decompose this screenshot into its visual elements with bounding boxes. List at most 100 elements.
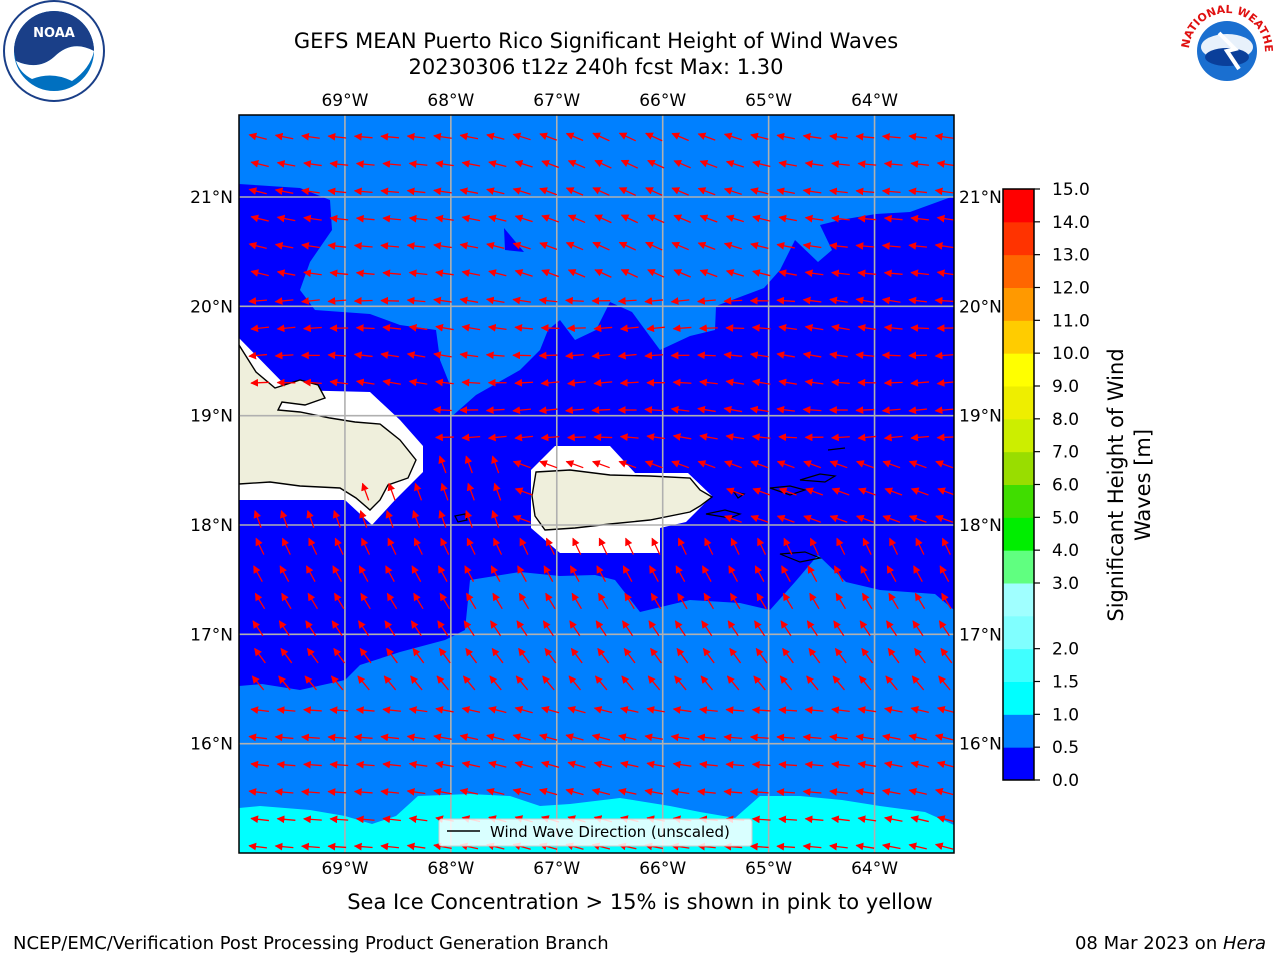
wave-direction-arrow (567, 433, 586, 442)
wave-direction-arrow (512, 187, 531, 195)
virgin-islands (454, 447, 846, 563)
wave-direction-arrow (332, 565, 343, 583)
wave-direction-arrow (435, 214, 454, 223)
wave-direction-arrow (619, 378, 639, 387)
wave-direction-arrow (836, 537, 846, 555)
wave-direction-arrow (699, 706, 718, 714)
wave-direction-arrow (334, 537, 344, 555)
wave-direction-arrow (541, 214, 560, 223)
wave-direction-arrow (671, 460, 690, 469)
wave-direction-arrow (380, 187, 400, 196)
wave-direction-arrow (565, 787, 584, 796)
wave-direction-arrow (804, 214, 824, 223)
wave-direction-arrow (248, 132, 267, 141)
wave-direction-arrow (406, 842, 426, 851)
wave-direction-arrow (697, 351, 716, 360)
wave-direction-arrow (461, 433, 481, 442)
colorbar-label: 11.0 (1052, 311, 1090, 331)
wave-direction-arrow (512, 296, 531, 305)
wave-direction-arrow (301, 733, 320, 742)
wave-direction-arrow (459, 787, 479, 796)
wave-direction-arrow (308, 537, 318, 555)
wave-direction-arrow (934, 787, 954, 796)
wave-direction-arrow (248, 788, 268, 796)
wave-direction-arrow (778, 706, 798, 715)
wave-direction-arrow (387, 482, 396, 501)
wave-direction-arrow (804, 160, 824, 168)
colorbar-title-line2: Waves [m] (1131, 429, 1155, 541)
wave-direction-arrow (459, 296, 479, 305)
lon-label-bottom: 66°W (639, 859, 686, 879)
wave-direction-arrow (646, 760, 665, 769)
wave-direction-arrow (937, 487, 954, 496)
wave-direction-arrow (855, 187, 875, 196)
wave-direction-arrow (353, 132, 373, 141)
wave-direction-arrow (512, 787, 531, 796)
wave-direction-arrow (857, 323, 877, 332)
lon-label-bottom: 69°W (321, 859, 368, 879)
wave-direction-arrow (386, 592, 398, 610)
wave-direction-arrow (671, 187, 689, 196)
wave-direction-arrow (411, 565, 422, 583)
wave-direction-arrow (941, 592, 952, 610)
wave-direction-arrow (910, 160, 930, 168)
wave-direction-arrow (518, 647, 530, 664)
wave-direction-arrow (514, 214, 533, 223)
wave-direction-arrow (329, 214, 349, 223)
wave-direction-arrow (673, 214, 691, 223)
wave-direction-arrow (382, 706, 402, 714)
wave-direction-arrow (935, 514, 954, 523)
wave-direction-arrow (673, 159, 691, 169)
wave-direction-arrow (671, 241, 689, 251)
wave-direction-arrow (729, 592, 741, 610)
wave-direction-arrow (750, 460, 769, 469)
wave-direction-arrow (859, 620, 871, 637)
wave-direction-arrow (677, 537, 687, 555)
wave-direction-arrow (412, 510, 421, 528)
wave-direction-arrow (593, 378, 613, 387)
lat-label-left: 16°N (190, 735, 233, 755)
wave-direction-arrow (565, 406, 584, 415)
wave-direction-arrow (305, 565, 316, 583)
wave-direction-arrow (406, 296, 426, 305)
wave-direction-arrow (670, 405, 690, 414)
wave-direction-arrow (408, 815, 428, 824)
wave-direction-arrow (466, 537, 476, 555)
colorbar-segment (1003, 189, 1034, 223)
wave-direction-arrow (672, 706, 692, 714)
wave-direction-arrow (459, 132, 479, 141)
wave-direction-arrow (941, 537, 951, 555)
wave-direction-arrow (274, 351, 294, 360)
wave-direction-arrow (729, 647, 742, 664)
wave-direction-arrow (857, 269, 877, 278)
wave-direction-arrow (673, 269, 691, 278)
colorbar-segment (1003, 287, 1034, 321)
wave-direction-arrow (253, 565, 263, 583)
lon-label-bottom: 64°W (851, 859, 898, 879)
wave-direction-arrow (934, 187, 954, 196)
colorbar-segment (1003, 747, 1034, 781)
wave-direction-arrow (301, 788, 320, 796)
wave-direction-arrow (620, 760, 639, 769)
wave-direction-arrow (433, 733, 452, 742)
wave-direction-arrow (248, 733, 268, 742)
wave-direction-arrow (804, 815, 824, 824)
wave-direction-arrow (751, 378, 771, 387)
wave-direction-arrow (701, 565, 712, 583)
colorbar-label: 10.0 (1052, 344, 1090, 364)
wave-direction-arrow (908, 187, 928, 196)
wave-direction-arrow (857, 815, 877, 824)
wave-direction-arrow (778, 214, 797, 223)
wave-direction-arrow (776, 187, 795, 196)
wave-direction-arrow (327, 351, 347, 360)
wave-direction-arrow (831, 706, 850, 714)
wave-direction-arrow (910, 324, 930, 332)
wave-direction-arrow (644, 351, 664, 360)
wave-direction-arrow (355, 760, 375, 769)
wave-direction-arrow (274, 842, 294, 851)
wave-direction-arrow (940, 647, 953, 664)
wave-direction-arrow (567, 269, 586, 278)
wave-direction-arrow (620, 269, 639, 278)
wave-direction-arrow (704, 537, 714, 555)
